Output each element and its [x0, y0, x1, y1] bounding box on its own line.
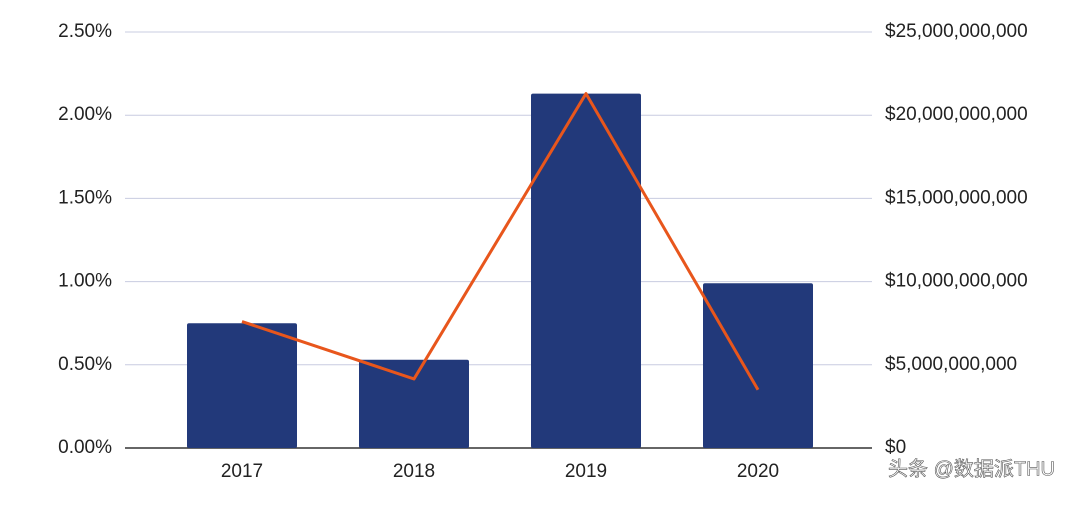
x-tick-label: 2017 — [221, 461, 263, 482]
y-tick-label: 0.00% — [58, 437, 112, 458]
x-tick-label: 2020 — [737, 461, 779, 482]
bar — [531, 93, 641, 449]
x-tick-label: 2018 — [393, 461, 435, 482]
bar — [187, 323, 297, 448]
y-tick-label: 2.50% — [58, 21, 112, 42]
watermark: 头条 @数据派THU — [888, 457, 1055, 480]
line — [241, 92, 760, 391]
y-tick-label: 0.50% — [58, 354, 112, 375]
y2-tick-label: $20,000,000,000 — [885, 104, 1028, 125]
bar — [359, 359, 469, 448]
y-tick-label: 2.00% — [58, 104, 112, 125]
y2-tick-label: $0 — [885, 437, 906, 458]
x-tick-label: 2019 — [565, 461, 607, 482]
bar — [703, 283, 813, 448]
y2-tick-label: $5,000,000,000 — [885, 354, 1017, 375]
y2-tick-label: $10,000,000,000 — [885, 271, 1028, 292]
y-tick-label: 1.50% — [58, 187, 112, 208]
y-tick-label: 1.00% — [58, 271, 112, 292]
y2-tick-label: $25,000,000,000 — [885, 21, 1028, 42]
y2-tick-label: $15,000,000,000 — [885, 187, 1028, 208]
